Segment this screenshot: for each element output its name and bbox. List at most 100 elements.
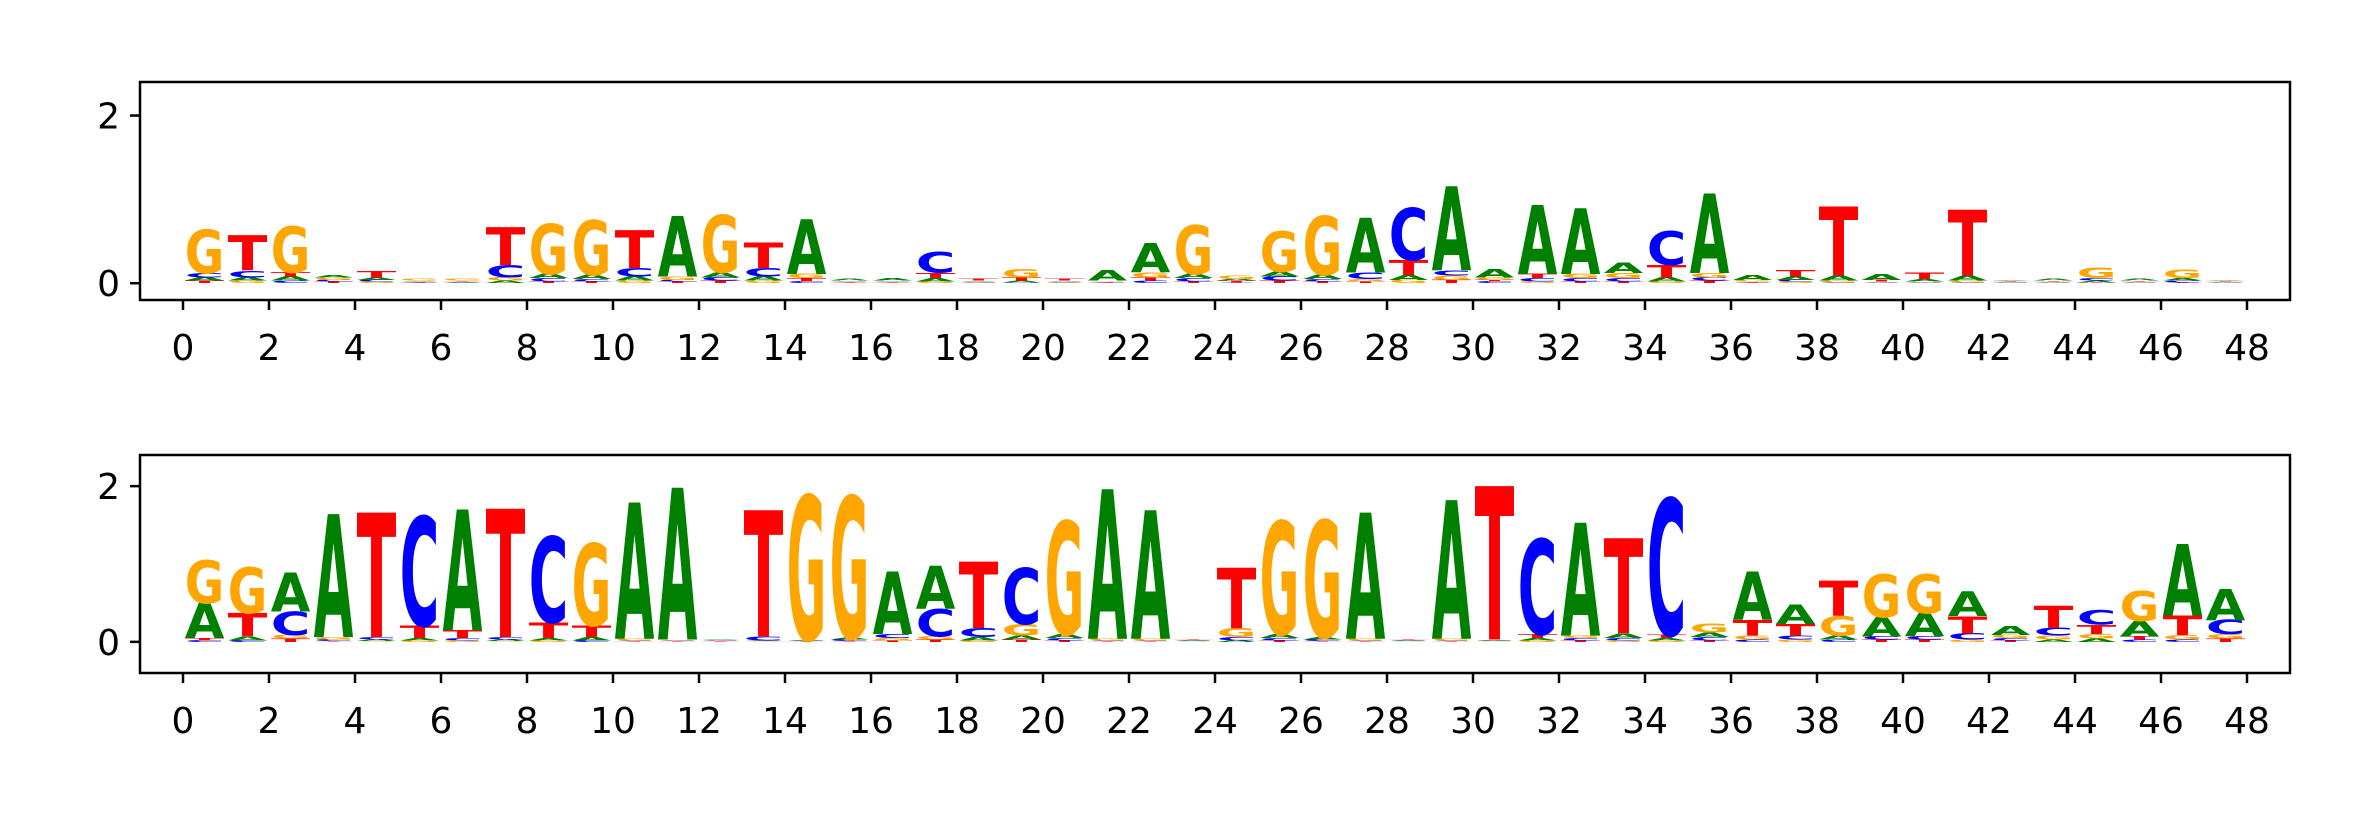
logo-letter-T: T — [916, 272, 956, 280]
logo-letter-G: G — [1690, 621, 1730, 636]
logo-letter-G: G — [2206, 281, 2246, 282]
x-tick-label: 8 — [516, 328, 539, 369]
logo-letter-A: A — [1604, 260, 1644, 276]
logo-letter-T: T — [2077, 622, 2117, 637]
x-tick-label: 44 — [2052, 701, 2098, 742]
logo-letter-A: A — [443, 281, 483, 282]
logo-letter-A: A — [830, 638, 870, 641]
logo-letter-A: A — [1991, 623, 2031, 638]
logo-letter-G: G — [1217, 275, 1257, 280]
logo-letter-C: C — [443, 637, 483, 641]
logo-letter-T: T — [1346, 641, 1386, 642]
logo-letter-T: T — [529, 281, 569, 284]
logo-letter-A: A — [658, 201, 698, 297]
logo-letter-T: T — [486, 473, 526, 679]
logo-letter-T: T — [1776, 621, 1816, 639]
logo-letter-A: A — [1862, 612, 1902, 643]
logo-letter-T: T — [1948, 193, 1988, 298]
logo-letter-C: C — [830, 280, 870, 281]
logo-letter-C: C — [2163, 639, 2203, 643]
logo-letter-G: G — [1045, 492, 1085, 672]
logo-letter-C: C — [1690, 277, 1730, 282]
logo-letter-C: C — [658, 640, 698, 641]
logo-letter-G: G — [400, 640, 440, 643]
x-tick-label: 10 — [590, 328, 636, 369]
x-tick-label: 32 — [1536, 701, 1582, 742]
x-tick-label: 26 — [1278, 328, 1324, 369]
x-tick-label: 26 — [1278, 701, 1324, 742]
y-tick-label: 0 — [97, 623, 120, 664]
logo-letter-A: A — [916, 277, 956, 282]
logo-letter-C: C — [357, 637, 397, 641]
x-tick-label: 38 — [1794, 328, 1840, 369]
logo-letter-G: G — [228, 556, 268, 629]
x-tick-label: 8 — [516, 701, 539, 742]
logo-letter-G: G — [314, 637, 354, 641]
logo-letter-G: G — [744, 641, 784, 642]
x-tick-label: 40 — [1880, 701, 1926, 742]
logo-letter-G: G — [1776, 639, 1816, 643]
logo-letter-G: G — [1131, 271, 1171, 279]
logo-letter-C: C — [1862, 282, 1902, 283]
x-tick-label: 6 — [430, 701, 453, 742]
logo-letter-C: C — [1647, 462, 1687, 679]
logo-letter-T: T — [314, 641, 354, 642]
logo-letter-A: A — [400, 280, 440, 281]
logo-letter-C: C — [529, 277, 569, 282]
logo-letter-C: C — [615, 266, 655, 279]
logo-letter-C: C — [1733, 281, 1773, 282]
logo-letter-A: A — [744, 275, 784, 282]
logo-letter-C: C — [1346, 640, 1386, 641]
logo-letter-T: T — [1131, 641, 1171, 642]
logo-letter-A: A — [2034, 279, 2074, 282]
logo-letter-T: T — [2163, 610, 2203, 641]
x-tick-label: 16 — [848, 701, 894, 742]
x-tick-label: 36 — [1708, 701, 1754, 742]
logo-letter-C: C — [1217, 637, 1257, 642]
logo-letter-A: A — [1346, 205, 1386, 291]
logo-letter-A: A — [1647, 276, 1687, 283]
logo-letter-A: A — [2077, 280, 2117, 283]
x-tick-label: 32 — [1536, 328, 1582, 369]
logo-letter-A: A — [572, 636, 612, 641]
logo-letter-A: A — [1776, 599, 1816, 630]
logo-letter-C: C — [443, 282, 483, 283]
logo-letter-G: G — [1260, 492, 1300, 672]
logo-letter-G: G — [615, 638, 655, 641]
logo-letter-G: G — [400, 279, 440, 282]
logo-letter-T: T — [1819, 572, 1859, 628]
x-tick-label: 16 — [848, 328, 894, 369]
logo-letter-T: T — [1432, 641, 1472, 642]
logo-letter-G: G — [1733, 279, 1773, 282]
logo-letter-C: C — [1260, 275, 1300, 282]
logo-letter-T: T — [959, 279, 999, 282]
logo-letter-G: G — [658, 639, 698, 640]
logo-letter-A: A — [1561, 192, 1601, 296]
logo-letter-T: T — [1776, 268, 1817, 279]
logo-letter-A: A — [1432, 463, 1472, 684]
logo-letter-C: C — [787, 640, 827, 641]
logo-letter-A: A — [443, 476, 483, 669]
logo-letter-G: G — [1088, 281, 1128, 282]
logo-letter-A: A — [1690, 631, 1730, 639]
logo-letter-A: A — [1905, 278, 1945, 282]
logo-letter-C: C — [185, 272, 225, 279]
logo-letter-G: G — [1905, 564, 1945, 626]
logo-letter-T: T — [1905, 639, 1945, 643]
logo-letter-G: G — [1647, 640, 1687, 643]
x-tick-label: 12 — [676, 328, 722, 369]
logo-letter-G: G — [959, 281, 999, 282]
logo-letter-T: T — [486, 217, 526, 277]
logo-letter-G: G — [271, 634, 311, 640]
logo-letter-T: T — [1131, 276, 1171, 281]
logo-letter-T: T — [2206, 280, 2246, 281]
logo-letter-C: C — [1475, 639, 1515, 640]
y-tick-label: 0 — [97, 264, 120, 305]
logo-letter-T: T — [1647, 634, 1687, 639]
logo-letter-A: A — [1948, 586, 1988, 625]
logo-letter-A: A — [1518, 187, 1558, 296]
logo-letter-C: C — [572, 640, 612, 642]
logo-letter-T: T — [185, 280, 225, 284]
logo-letter-G: G — [830, 281, 870, 282]
